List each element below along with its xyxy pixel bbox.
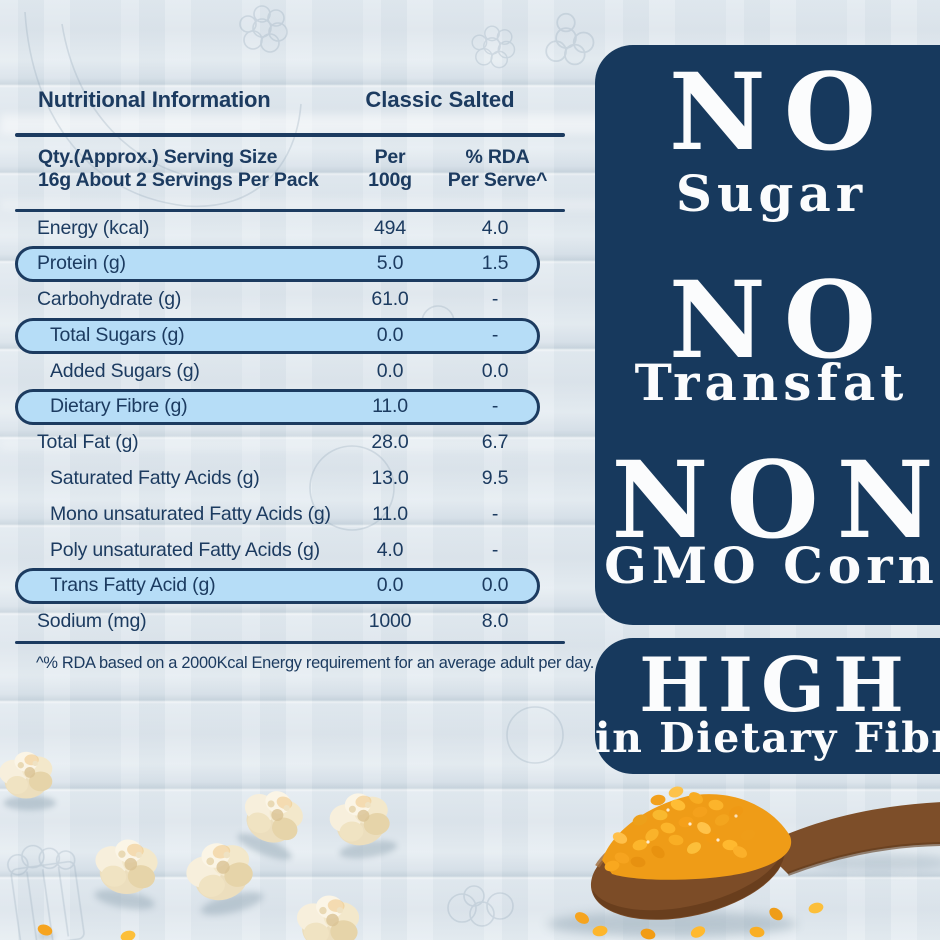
claims-panel-fibre: HIGH in Dietary Fibre: [595, 638, 940, 774]
table-row: Energy (kcal) 494 4.0: [37, 216, 509, 239]
table-row: Poly unsaturated Fatty Acids (g) 4.0 -: [50, 538, 499, 561]
serving-line-2: 16g About 2 Servings Per Pack: [38, 169, 319, 191]
claim-high-fibre-small: in Dietary Fibre: [595, 714, 940, 762]
table-row-highlighted: Total Sugars (g) 0.0 -: [15, 317, 540, 354]
claim-no-transfat-small: Transfat: [634, 353, 909, 412]
table-row: Added Sugars (g) 0.0 0.0: [50, 359, 509, 382]
claim-no-sugar-small: Sugar: [675, 164, 868, 223]
divider: [15, 133, 565, 137]
claim-high-fibre-big: HIGH: [639, 641, 912, 729]
divider: [15, 209, 565, 212]
spoon-with-corn-image: [547, 784, 940, 940]
claim-no-transfat-big: NO: [668, 257, 895, 382]
corn-kernel-pile: [603, 784, 757, 873]
table-row-highlighted: Dietary Fibre (g) 11.0 -: [15, 389, 540, 426]
column-header-per100g: Per 100g: [368, 146, 412, 191]
table-row: Mono unsaturated Fatty Acids (g) 11.0 -: [50, 502, 499, 525]
table-row: Saturated Fatty Acids (g) 13.0 9.5: [50, 467, 509, 490]
berry-sketch-icon: [471, 25, 516, 69]
claims-panel-main: NO Sugar NO Transfat NON GMO Corn: [595, 45, 940, 625]
table-row: Carbohydrate (g) 61.0 -: [37, 288, 499, 311]
table-title: Nutritional Information: [38, 87, 271, 112]
corn-kernel-image: [36, 922, 137, 940]
claim-non-gmo-big: NON: [611, 437, 940, 562]
popcorn-sketch-icon: [447, 885, 514, 927]
claim-non-gmo-small: GMO Corn: [604, 536, 939, 595]
column-header-rda: % RDA Per Serve^: [447, 146, 548, 191]
flavor-name: Classic Salted: [365, 87, 515, 112]
serving-line-1: Qty.(Approx.) Serving Size: [38, 146, 278, 168]
claim-no-sugar-big: NO: [668, 49, 895, 174]
table-row-highlighted: Protein (g) 5.0 1.5: [15, 246, 540, 283]
nutrition-table: Nutritional Information Classic Salted Q…: [15, 85, 594, 700]
divider: [15, 641, 565, 644]
table-row-highlighted: Trans Fatty Acid (g) 0.0 0.0: [15, 568, 540, 605]
rda-footnote: ^% RDA based on a 2000Kcal Energy requir…: [36, 654, 594, 672]
berry-sketch-icon: [545, 12, 595, 66]
serving-size-header: Qty.(Approx.) Serving Size 16g About 2 S…: [38, 146, 319, 192]
table-row: Total Fat (g) 28.0 6.7: [37, 431, 509, 454]
circle-sketch-icon: [506, 706, 564, 764]
table-rows: Energy (kcal) 494 4.0 Protein (g) 5.0 1.…: [15, 211, 540, 641]
popcorn-image: [0, 752, 398, 940]
berry-sketch-icon: [239, 5, 288, 53]
table-row: Sodium (mg) 1000 8.0: [37, 610, 509, 633]
circle-sketch-icon: [309, 445, 395, 531]
